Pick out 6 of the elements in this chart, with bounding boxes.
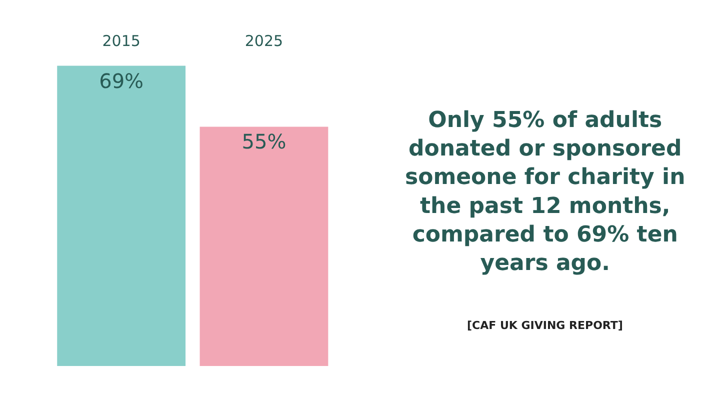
data-label: 55% <box>242 130 286 154</box>
text: [CAF UK GIVING REPORT] <box>467 319 623 332</box>
x-tick-label: 2025 <box>244 32 284 50</box>
text: Only 55% of adults donated or sponsored someone for charity in the past 12 months, compared to 69% ten years ago. <box>405 108 686 276</box>
data-label: 69% <box>99 68 144 93</box>
x-tick-label: 2015 <box>102 32 140 50</box>
